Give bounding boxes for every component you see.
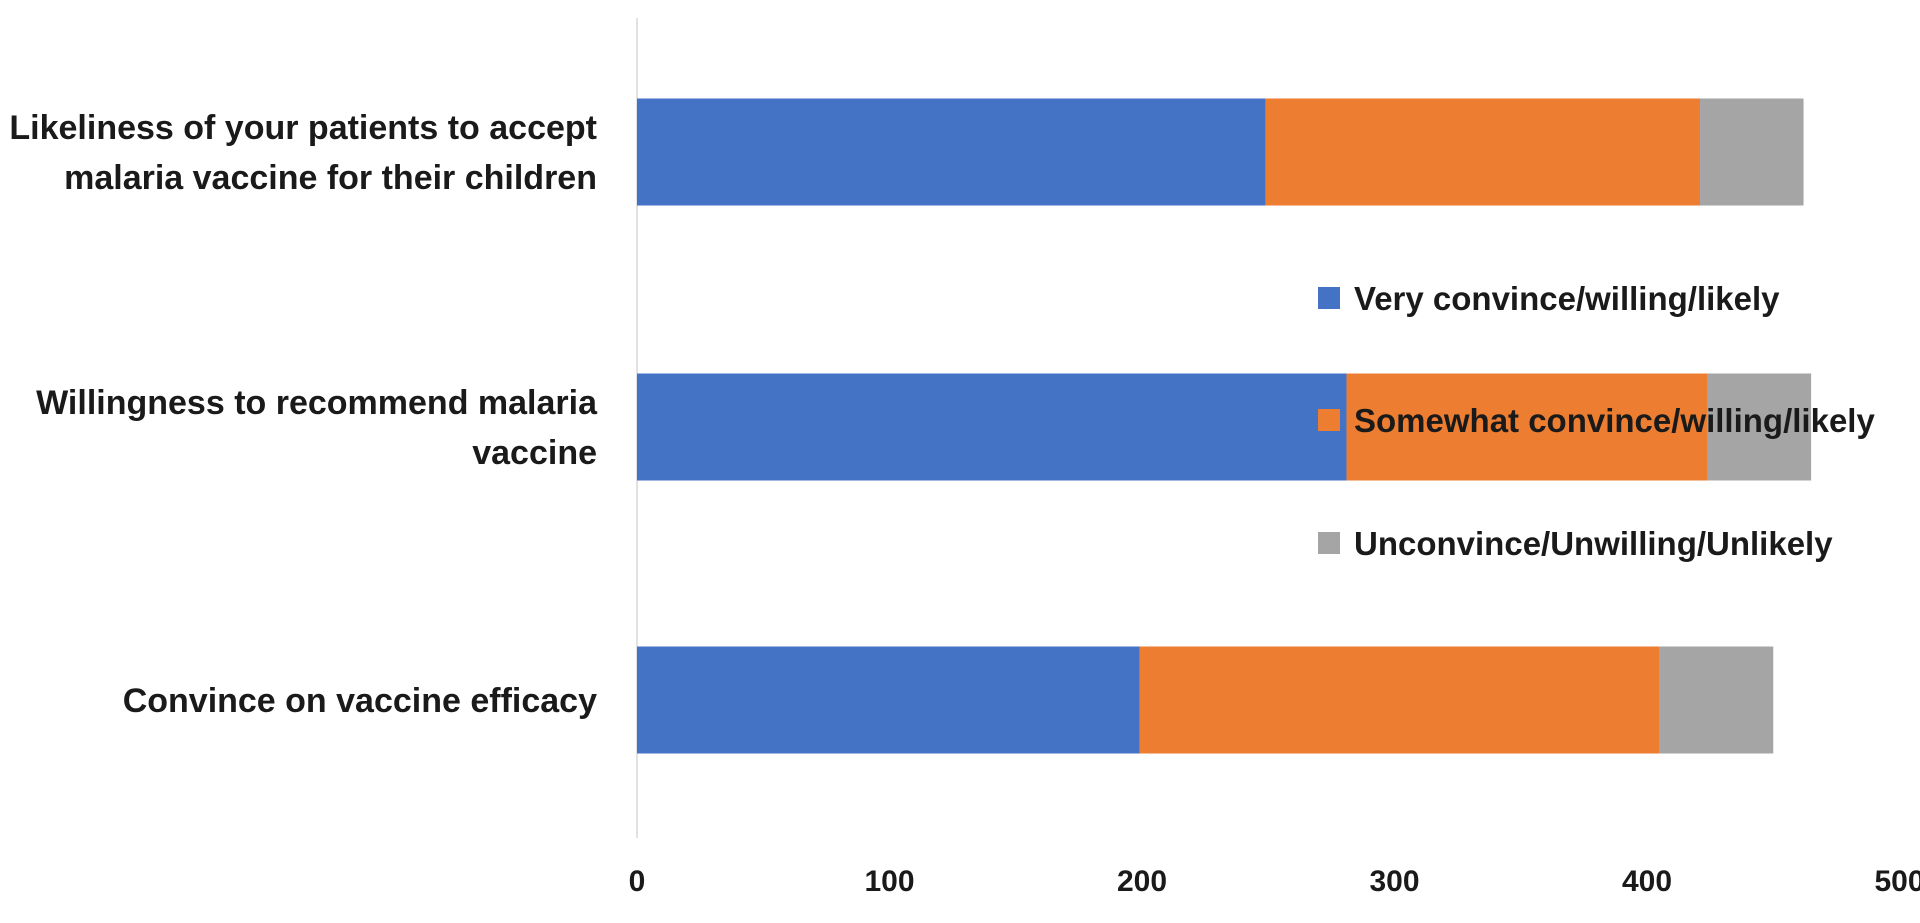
x-tick-labels-group: 0 100 200 300 400 500 — [629, 865, 1920, 898]
x-tick-label-300: 300 — [1369, 865, 1419, 898]
x-tick-label-400: 400 — [1622, 865, 1672, 898]
legend: Very convince/willing/likely Somewhat con… — [1318, 280, 1875, 562]
legend-swatch-very-convince-willing-likely — [1318, 287, 1340, 309]
bar-somewhat-convince-willing-likely-3 — [1139, 646, 1660, 754]
category-label-line: malaria vaccine for their children — [64, 159, 597, 197]
bar-unconvince-unwilling-unlikely-1 — [1700, 98, 1804, 206]
bars-group — [637, 98, 1812, 754]
bar-unconvince-unwilling-unlikely-3 — [1659, 646, 1774, 754]
bar-somewhat-convince-willing-likely-1 — [1265, 98, 1701, 206]
legend-label-somewhat-convince-willing-likely: Somewhat convince/willing/likely — [1354, 402, 1875, 439]
category-label-3: Convince on vaccine efficacy — [123, 682, 597, 720]
bar-unconvince-unwilling-unlikely-2 — [1707, 373, 1812, 481]
category-label-line: vaccine — [472, 434, 597, 472]
category-label-line: Likeliness of your patients to accept — [9, 109, 597, 147]
bar-very-convince-willing-likely-2 — [637, 373, 1347, 481]
x-tick-label-0: 0 — [629, 865, 646, 898]
legend-label-unconvince-unwilling-unlikely: Unconvince/Unwilling/Unlikely — [1354, 525, 1833, 562]
x-tick-label-200: 200 — [1117, 865, 1167, 898]
x-tick-label-500: 500 — [1874, 865, 1920, 898]
category-label-line: Convince on vaccine efficacy — [123, 682, 597, 720]
bar-somewhat-convince-willing-likely-2 — [1346, 373, 1708, 481]
category-label-2: Willingness to recommend malaria vaccine — [36, 384, 598, 472]
category-label-1: Likeliness of your patients to accept mal… — [9, 109, 597, 197]
bar-very-convince-willing-likely-3 — [637, 646, 1140, 754]
category-labels-group: Likeliness of your patients to accept mal… — [9, 109, 598, 720]
legend-swatch-somewhat-convince-willing-likely — [1318, 409, 1340, 431]
x-tick-label-100: 100 — [864, 865, 914, 898]
bar-very-convince-willing-likely-1 — [637, 98, 1266, 206]
category-label-line: Willingness to recommend malaria — [36, 384, 598, 422]
legend-swatch-unconvince-unwilling-unlikely — [1318, 532, 1340, 554]
legend-label-very-convince-willing-likely: Very convince/willing/likely — [1354, 280, 1780, 317]
